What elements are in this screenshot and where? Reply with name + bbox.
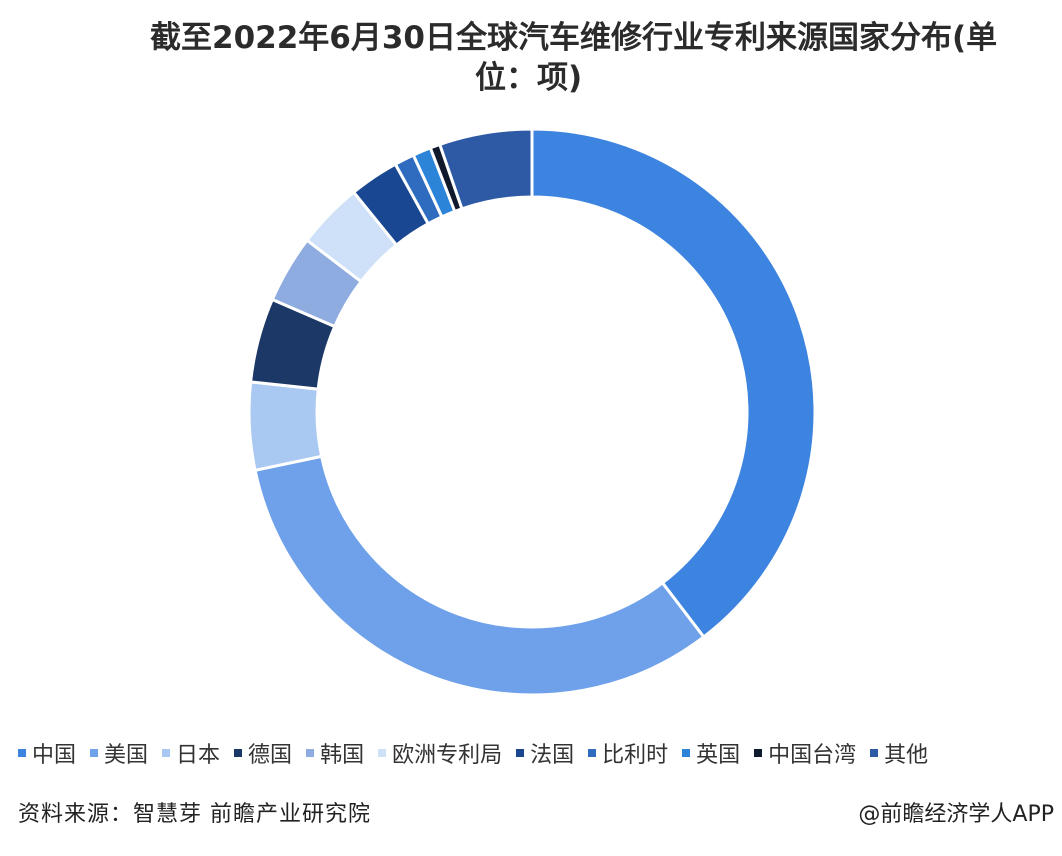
legend-swatch — [754, 749, 763, 757]
chart-legend: 中国 美国 日本 德国 韩国 欧洲专利局 法国 比利时 英国 中国台湾 其他 — [18, 736, 1058, 770]
legend-label: 欧洲专利局 — [392, 743, 503, 768]
legend-label: 日本 — [176, 743, 221, 768]
legend-item: 韩国 — [306, 737, 364, 769]
legend-item: 德国 — [234, 737, 292, 769]
legend-label: 比利时 — [602, 743, 669, 768]
legend-item: 欧洲专利局 — [378, 737, 502, 769]
legend-label: 德国 — [248, 743, 293, 768]
legend-label: 法国 — [530, 743, 575, 768]
watermark: @前瞻经济学人APP — [858, 802, 1054, 827]
legend-label: 美国 — [104, 743, 149, 768]
legend-swatch — [18, 749, 26, 757]
legend-item: 英国 — [682, 737, 740, 769]
legend-swatch — [162, 749, 171, 757]
chart-title: 截至2022年6月30日全球汽车维修行业专利来源国家分布(单 位：项) — [150, 18, 1040, 98]
legend-label: 英国 — [696, 743, 741, 768]
legend-swatch — [516, 749, 525, 757]
source-note: 资料来源：智慧芽 前瞻产业研究院 — [18, 802, 371, 827]
slice-其他 — [437, 127, 534, 211]
footer: 资料来源：智慧芽 前瞻产业研究院 @前瞻经济学人APP — [18, 796, 1058, 830]
slice-日本 — [247, 380, 324, 473]
legend-item: 中国 — [18, 737, 76, 769]
legend-swatch — [682, 749, 691, 757]
legend-label: 韩国 — [320, 743, 365, 768]
donut-slices — [247, 127, 817, 697]
legend-label: 其他 — [884, 743, 929, 768]
legend-item: 法国 — [516, 737, 574, 769]
legend-item: 日本 — [162, 737, 220, 769]
legend-item: 比利时 — [588, 737, 668, 769]
legend-swatch — [870, 749, 879, 757]
slice-美国 — [253, 454, 706, 697]
legend-label: 中国台湾 — [768, 743, 857, 768]
slice-中国 — [530, 127, 817, 640]
legend-label: 中国 — [32, 743, 77, 768]
legend-swatch — [588, 749, 597, 757]
legend-item: 中国台湾 — [754, 737, 856, 769]
chart-title-line2: 位：项) — [475, 60, 583, 96]
chart-title-line1: 截至2022年6月30日全球汽车维修行业专利来源国家分布(单 — [150, 20, 998, 56]
legend-item: 美国 — [90, 737, 148, 769]
legend-swatch — [234, 749, 243, 757]
legend-swatch — [378, 749, 387, 757]
legend-swatch — [90, 749, 99, 757]
legend-swatch — [306, 749, 315, 757]
legend-item: 其他 — [870, 737, 928, 769]
